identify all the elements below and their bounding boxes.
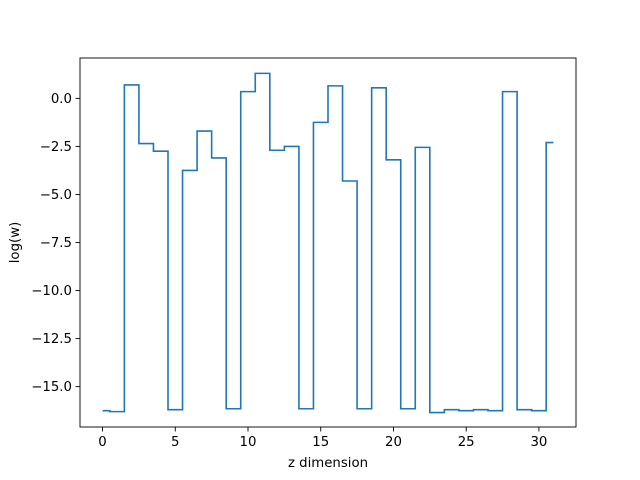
series-line-0 xyxy=(102,72,554,414)
x-tick-label: 30 xyxy=(530,435,547,450)
y-tick-label: −7.5 xyxy=(40,236,72,251)
x-tick-label: 20 xyxy=(385,435,402,450)
x-tick-label: 0 xyxy=(98,435,106,450)
y-tick-label: −10.0 xyxy=(31,284,72,299)
y-tick-label: −15.0 xyxy=(31,380,72,395)
y-tick-label: 0.0 xyxy=(51,92,72,107)
x-tick-label: 25 xyxy=(458,435,475,450)
plot-area xyxy=(102,72,554,414)
axes: 0 5 10 15 20 25 30 0.0 −2.5 −5.0 −7.5 −10.0 −12.5 −15… xyxy=(31,57,577,450)
y-tick-label: −12.5 xyxy=(31,332,72,347)
y-axis-label: log(w) xyxy=(8,222,23,264)
y-tick-label: −5.0 xyxy=(40,188,72,203)
x-tick-label: 15 xyxy=(312,435,329,450)
y-tick-label: −2.5 xyxy=(40,140,72,155)
x-tick-label: 10 xyxy=(240,435,257,450)
x-axis-label: z dimension xyxy=(288,456,368,471)
x-tick-label: 5 xyxy=(171,435,179,450)
